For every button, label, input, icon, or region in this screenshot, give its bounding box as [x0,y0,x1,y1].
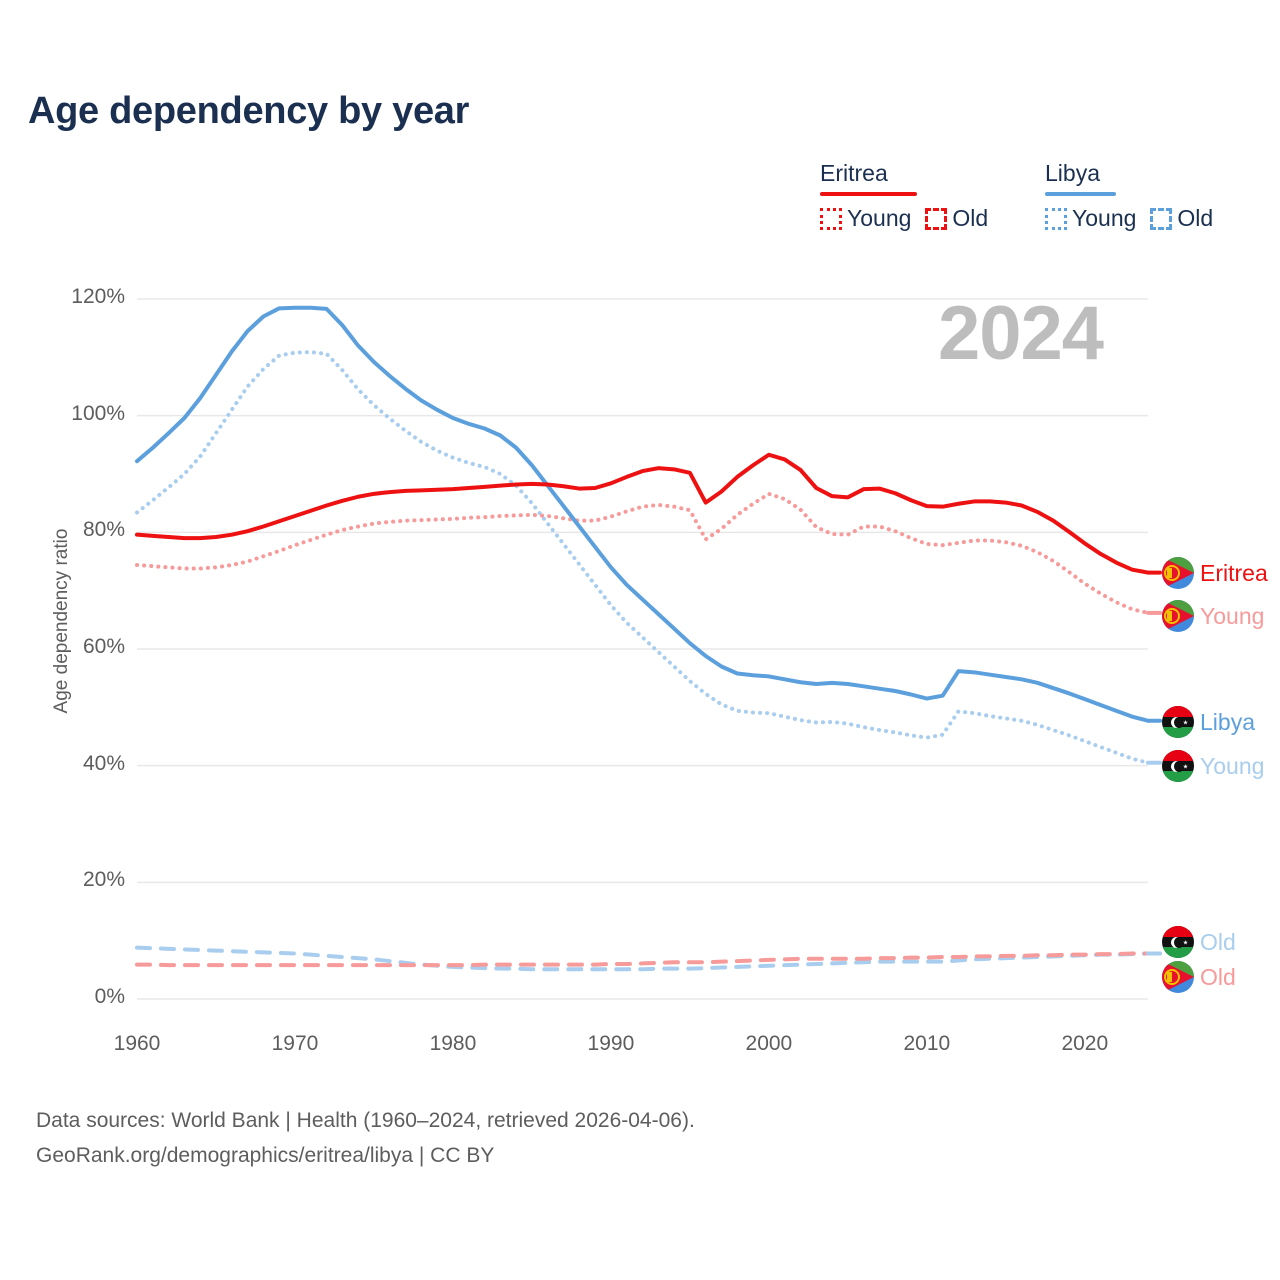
legend-entries: Young Old [1045,205,1213,232]
eritrea-flag-icon [1162,557,1194,589]
x-tick-label: 1990 [587,1032,635,1055]
end-label-libya-old[interactable]: Old [1162,926,1236,958]
legend-country-libya[interactable]: Libya [1045,160,1213,196]
end-label-text: Young [1200,602,1265,629]
series-line-eritrea-total [135,452,1150,575]
legend-country-label: Eritrea [820,160,888,186]
legend-swatch-dotted-icon [1045,207,1067,230]
end-label-text: Eritrea [1200,559,1268,586]
footer-line-attribution: GeoRank.org/demographics/eritrea/libya |… [36,1143,495,1167]
legend: Eritrea Young Old Libya Young Old [800,160,1260,245]
y-tick-label: 100% [71,401,125,425]
end-label-text: Old [1200,928,1236,955]
end-label-text: Libya [1200,708,1255,735]
x-tick-label: 1970 [271,1032,319,1055]
legend-entry-eritrea-young[interactable]: Young [820,205,911,232]
series-line-eritrea-young [135,491,1150,615]
series-line-eritrea-old [135,951,1150,968]
x-tick-label: 2000 [745,1032,793,1055]
x-tick-label: 2010 [903,1032,951,1055]
legend-entry-eritrea-old[interactable]: Old [925,205,988,232]
x-tick-label: 1980 [429,1032,477,1055]
y-tick-label: 120% [71,285,125,308]
eritrea-flag-icon [1162,961,1194,993]
end-label-text: Old [1200,963,1236,990]
series-line-libya-old [135,945,1150,972]
eritrea-flag-icon [1162,600,1194,632]
legend-country-label: Libya [1045,160,1100,186]
x-tick-label: 1960 [113,1032,161,1055]
y-tick-label: 20% [82,868,125,892]
y-tick-label: 60% [82,635,125,658]
end-label-libya-libya[interactable]: Libya [1162,706,1255,738]
footer: Data sources: World Bank | Health (1960–… [36,1104,695,1173]
legend-swatch-dotted-icon [820,207,842,230]
legend-group-libya[interactable]: Libya Young Old [1045,160,1213,232]
legend-country-underline [1045,192,1116,196]
page-title: Age dependency by year [28,90,470,132]
x-tick-label: 2020 [1061,1032,1109,1055]
legend-entry-label: Young [1072,205,1137,231]
end-label-libya-young[interactable]: Young [1162,750,1264,782]
series-line-libya-young [135,350,1150,765]
libya-flag-icon [1162,926,1194,958]
end-label-eritrea-eritrea[interactable]: Eritrea [1162,557,1268,589]
legend-entry-libya-old[interactable]: Old [1150,205,1213,232]
legend-entry-label: Young [847,205,912,231]
y-tick-label: 80% [82,518,125,542]
y-tick-label: 0% [94,985,125,1008]
libya-flag-icon [1162,706,1194,738]
end-label-text: Young [1200,752,1265,779]
end-label-eritrea-old[interactable]: Old [1162,961,1236,993]
legend-entry-label: Old [1177,205,1214,231]
legend-swatch-dashed-icon [925,207,948,230]
year-watermark: 2024 [938,291,1104,376]
end-label-eritrea-young[interactable]: Young [1162,600,1264,632]
legend-swatch-dashed-icon [1150,207,1173,230]
legend-entry-libya-young[interactable]: Young [1045,205,1136,232]
legend-entries: Young Old [820,205,988,232]
legend-country-underline [820,192,917,196]
y-tick-label: 40% [82,751,125,775]
footer-line-sources: Data sources: World Bank | Health (1960–… [36,1109,695,1132]
legend-entry-label: Old [952,205,989,231]
libya-flag-icon [1162,750,1194,782]
legend-country-eritrea[interactable]: Eritrea [820,160,988,196]
legend-group-eritrea[interactable]: Eritrea Young Old [820,160,988,232]
